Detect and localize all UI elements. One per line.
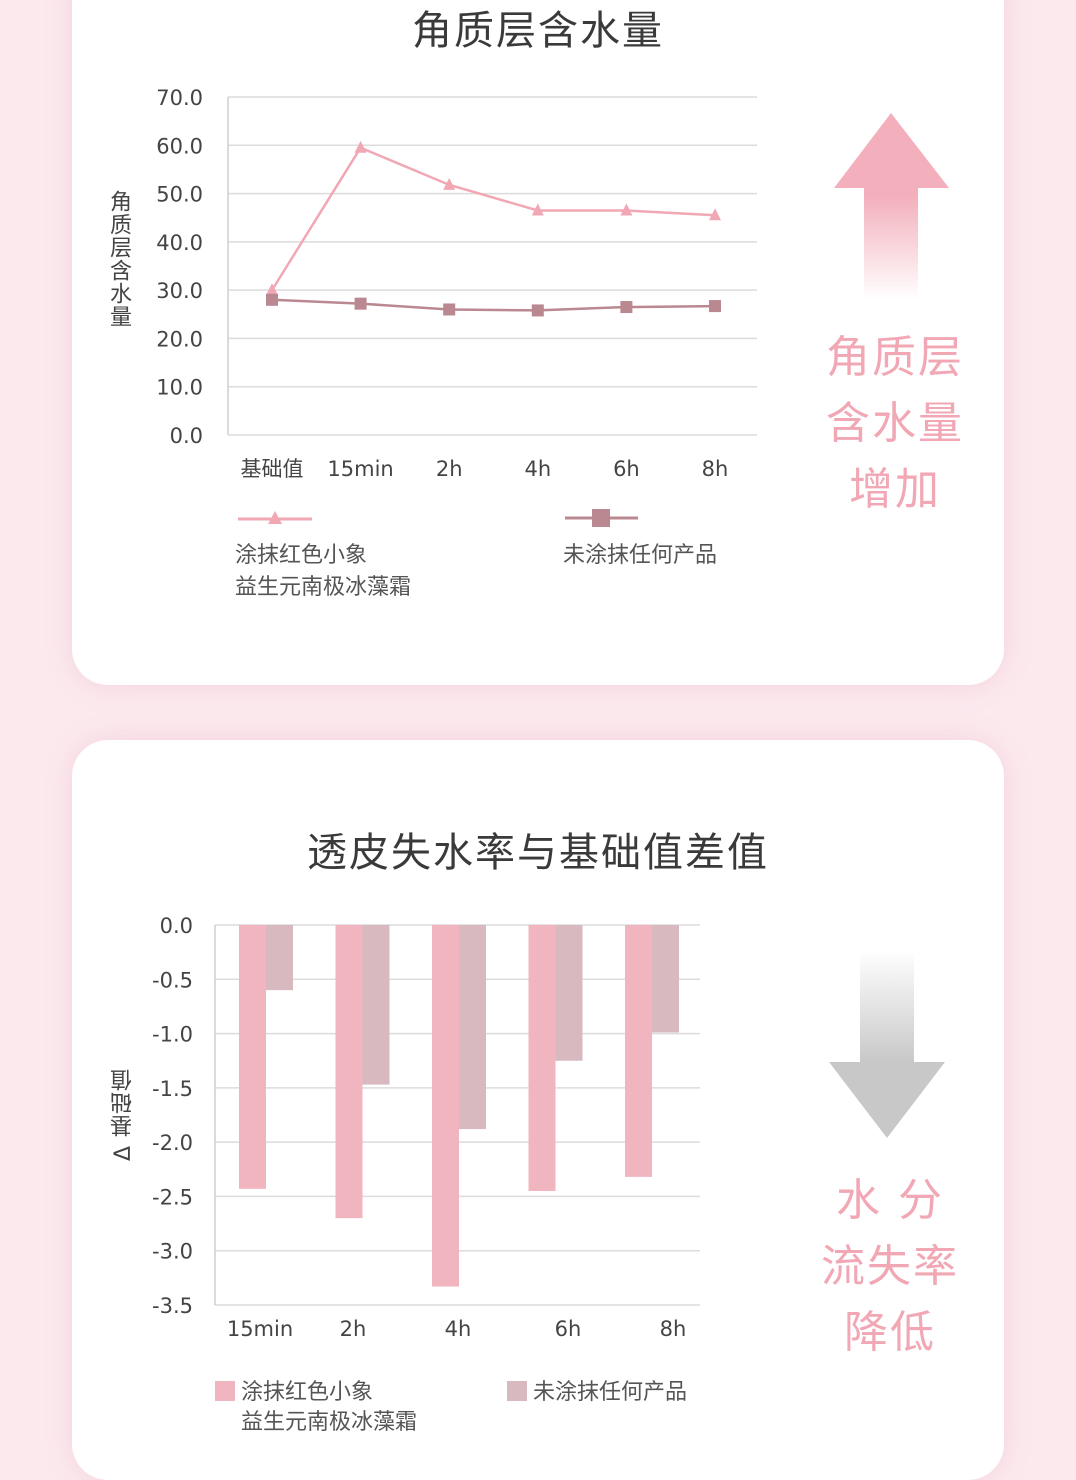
data-point-triangle xyxy=(443,177,456,190)
bar-product xyxy=(625,925,652,1177)
x-tick-label: 8h xyxy=(660,1317,687,1341)
x-tick-label: 2h xyxy=(436,457,463,481)
x-tick-label: 15min xyxy=(227,1317,293,1341)
y-tick-label: -3.5 xyxy=(152,1294,193,1318)
x-tick-label: 6h xyxy=(613,457,640,481)
y-tick-label: 40.0 xyxy=(156,231,203,255)
bar-legend-control: 未涂抹任何产品 xyxy=(533,1380,688,1405)
data-point-square xyxy=(443,303,456,316)
bar-legend-product-line1: 涂抹红色小象 xyxy=(241,1380,374,1405)
y-tick-label: -2.0 xyxy=(152,1131,193,1155)
side-text-line: 含水量 xyxy=(826,398,964,449)
arrow-down-icon xyxy=(829,950,945,1138)
side-text-line: 角质层 xyxy=(826,332,964,383)
y-tick-label: -1.5 xyxy=(152,1077,193,1101)
data-point-triangle xyxy=(531,203,544,216)
bar-control xyxy=(555,925,583,1061)
y-tick-label: 0.0 xyxy=(160,914,193,938)
square-marker-icon xyxy=(592,509,610,527)
y-tick-label: -3.0 xyxy=(152,1240,193,1264)
series-line-product xyxy=(270,146,716,291)
bar-legend-product-line2: 益生元南极冰藻霜 xyxy=(241,1410,418,1435)
data-point-triangle xyxy=(709,208,721,221)
triangle-marker-icon xyxy=(268,511,282,524)
data-point-square xyxy=(620,301,633,314)
y-tick-label: -0.5 xyxy=(152,968,193,992)
bar-product xyxy=(335,925,363,1219)
line-legend-product-line1: 涂抹红色小象 xyxy=(235,543,368,568)
line-legend-control: 未涂抹任何产品 xyxy=(563,543,718,568)
data-point-square xyxy=(266,293,278,306)
y-tick-label: -1.0 xyxy=(152,1023,193,1047)
bar-chart-title: 透皮失水率与基础值差值 xyxy=(307,830,769,876)
data-point-square xyxy=(354,297,367,310)
data-point-square xyxy=(709,300,721,313)
line-chart-ylabel: 角质层含水量 xyxy=(106,190,131,328)
x-tick-label: 15min xyxy=(327,457,393,481)
x-tick-label: 4h xyxy=(524,457,551,481)
y-tick-label: 30.0 xyxy=(156,279,203,303)
y-tick-label: 10.0 xyxy=(156,376,203,400)
side-text-line: 水 分 xyxy=(836,1175,944,1226)
data-point-triangle xyxy=(354,140,367,153)
bar-product xyxy=(528,925,556,1191)
data-point-square xyxy=(531,304,544,317)
x-tick-label: 6h xyxy=(555,1317,582,1341)
y-tick-label: 20.0 xyxy=(156,327,203,351)
y-tick-label: 50.0 xyxy=(156,183,203,207)
y-tick-label: 0.0 xyxy=(170,424,203,448)
x-tick-label: 8h xyxy=(702,457,729,481)
arrow-up-icon xyxy=(834,113,949,300)
data-point-triangle xyxy=(620,203,633,216)
x-tick-label: 4h xyxy=(445,1317,472,1341)
line-legend-product-line2: 益生元南极冰藻霜 xyxy=(235,575,412,600)
bar-chart: 0.0 -0.5 -1.0 -1.5 -2.0 -2.5 -3.0 -3.5 15min 2h 4h… xyxy=(152,914,945,1401)
side-text-line: 降低 xyxy=(844,1307,936,1358)
bar-product xyxy=(239,925,266,1189)
moisture-increase-text: 角质层 含水量 增加 xyxy=(805,325,985,523)
bar-control xyxy=(362,925,390,1085)
water-loss-decrease-text: 水 分 流失率 降低 xyxy=(800,1168,980,1366)
x-tick-label: 基础值 xyxy=(241,457,304,481)
side-text-line: 增加 xyxy=(849,464,941,515)
data-point-triangle xyxy=(266,283,278,296)
side-text-line: 流失率 xyxy=(821,1241,959,1292)
x-tick-label: 2h xyxy=(340,1317,367,1341)
line-chart-title: 角质层含水量 xyxy=(412,8,664,54)
series-line-control xyxy=(271,298,716,312)
y-tick-label: -2.5 xyxy=(152,1185,193,1209)
bar-product xyxy=(432,925,459,1287)
bar-control xyxy=(459,925,486,1130)
y-tick-label: 70.0 xyxy=(156,86,203,110)
legend-swatch-control xyxy=(507,1381,527,1401)
bar-control xyxy=(652,925,679,1033)
bar-control xyxy=(266,925,293,991)
y-tick-label: 60.0 xyxy=(156,134,203,158)
line-chart: 70.0 60.0 50.0 40.0 30.0 20.0 10.0 0.0 基础值 15min 2… xyxy=(156,86,949,527)
legend-swatch-product xyxy=(215,1381,235,1401)
